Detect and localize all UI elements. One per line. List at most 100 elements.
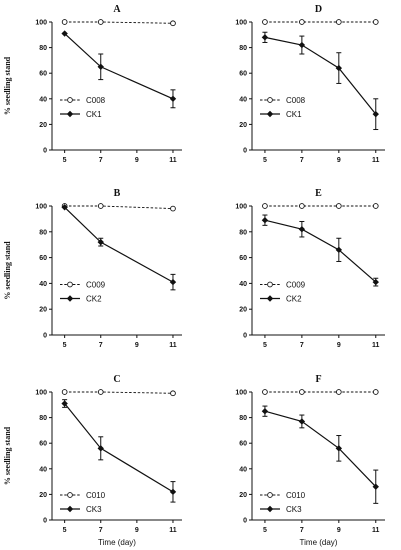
data-point <box>372 110 379 118</box>
x-tick-label: 5 <box>263 527 267 534</box>
data-point <box>335 246 343 254</box>
series-line <box>64 403 174 493</box>
y-tick-label: 40 <box>39 281 47 288</box>
y-axis-title: % seedling stand <box>3 426 12 485</box>
legend-label: C010 <box>86 491 106 500</box>
x-tick-label: 9 <box>337 527 341 534</box>
legend-entry: CK3 <box>60 505 102 514</box>
legend-marker <box>267 281 273 288</box>
x-tick-label: 9 <box>135 342 139 349</box>
legend-label: C008 <box>86 96 106 105</box>
data-point <box>372 203 379 209</box>
panel-letter: E <box>315 188 322 199</box>
legend-entry: C008 <box>260 96 306 105</box>
y-tick-label: 60 <box>39 71 47 78</box>
panel-c: C 0 20 40 60 80 100 5 7 9 11 % seedling stand Time (… <box>3 374 182 547</box>
legend-label: C008 <box>286 96 306 105</box>
legend-entry: C009 <box>60 281 106 290</box>
x-tick-label: 9 <box>135 527 139 534</box>
y-tick-label: 40 <box>39 466 47 473</box>
x-tick-label: 5 <box>263 157 267 164</box>
legend-marker <box>67 281 73 288</box>
series-ck3 <box>261 405 379 504</box>
y-tick-label: 80 <box>39 415 47 422</box>
data-point <box>335 19 342 25</box>
series-c008 <box>61 19 176 27</box>
y-tick-label: 0 <box>243 148 247 155</box>
panel-letter: D <box>315 4 322 15</box>
y-tick-label: 100 <box>35 390 47 397</box>
y-tick-label: 0 <box>243 333 247 340</box>
data-point <box>335 389 342 395</box>
legend-label: CK2 <box>286 295 302 304</box>
data-point <box>169 488 177 496</box>
y-tick-label: 60 <box>239 255 247 262</box>
data-point <box>261 408 269 415</box>
series-line <box>264 410 377 488</box>
series-line <box>64 205 173 210</box>
y-tick-label: 40 <box>239 466 247 473</box>
panel-b: B 0 20 40 60 80 100 5 7 9 11 % seedling stand C009 CK… <box>3 188 182 349</box>
series-line <box>64 206 174 283</box>
series-line <box>264 36 377 115</box>
y-tick-label: 40 <box>239 96 247 103</box>
legend-entry: CK2 <box>60 295 102 304</box>
legend-entry: CK2 <box>260 295 302 304</box>
series-ck2 <box>261 214 379 287</box>
legend-marker <box>66 505 74 513</box>
x-tick-label: 7 <box>300 342 304 349</box>
series-c008 <box>262 19 379 25</box>
panel-e: E 0 20 40 60 80 100 5 7 9 11 C009 CK2 <box>235 188 385 349</box>
y-tick-label: 0 <box>243 518 247 525</box>
y-axis-title: % seedling stand <box>3 241 12 300</box>
series-c009 <box>262 203 379 209</box>
data-point <box>170 205 176 212</box>
y-tick-label: 20 <box>39 122 47 129</box>
x-tick-label: 9 <box>337 157 341 164</box>
y-tick-label: 80 <box>239 415 247 422</box>
legend-label: C009 <box>286 281 306 290</box>
data-point <box>97 19 104 25</box>
legend-marker <box>266 505 274 513</box>
y-tick-label: 100 <box>235 204 247 211</box>
data-point <box>262 389 268 395</box>
y-tick-label: 20 <box>239 492 247 499</box>
x-tick-label: 7 <box>300 157 304 164</box>
x-tick-label: 9 <box>135 157 139 164</box>
data-point <box>97 389 104 395</box>
series-c009 <box>61 203 176 212</box>
data-point <box>61 204 68 211</box>
x-axis-title: Time (day) <box>98 538 136 547</box>
data-point <box>97 63 104 70</box>
y-axis-title: % seedling stand <box>3 56 12 115</box>
y-tick-label: 100 <box>35 204 47 211</box>
legend-marker <box>67 97 73 103</box>
legend-label: CK1 <box>86 110 102 119</box>
y-tick-label: 20 <box>39 492 47 499</box>
y-tick-label: 40 <box>39 96 47 103</box>
panel-letter: B <box>114 188 121 199</box>
legend-entry: C008 <box>60 96 106 105</box>
y-tick-label: 100 <box>235 390 247 397</box>
data-point <box>335 64 343 72</box>
x-axis-title: Time (day) <box>300 538 338 547</box>
data-point <box>61 400 68 407</box>
legend-entry: C009 <box>260 281 306 290</box>
x-tick-label: 5 <box>63 527 67 534</box>
legend-entry: CK3 <box>260 505 302 514</box>
data-point <box>169 278 177 286</box>
data-point <box>299 203 305 209</box>
data-point <box>261 34 269 41</box>
data-point <box>299 389 305 395</box>
legend-marker <box>266 110 274 118</box>
data-point <box>97 238 104 246</box>
legend-label: CK3 <box>286 505 302 514</box>
series-line <box>64 391 173 394</box>
series-ck1 <box>261 31 379 131</box>
x-tick-label: 7 <box>99 157 103 164</box>
data-point <box>298 418 306 425</box>
x-tick-label: 11 <box>372 157 380 164</box>
x-tick-label: 5 <box>63 342 67 349</box>
legend-entry: CK1 <box>60 110 102 119</box>
